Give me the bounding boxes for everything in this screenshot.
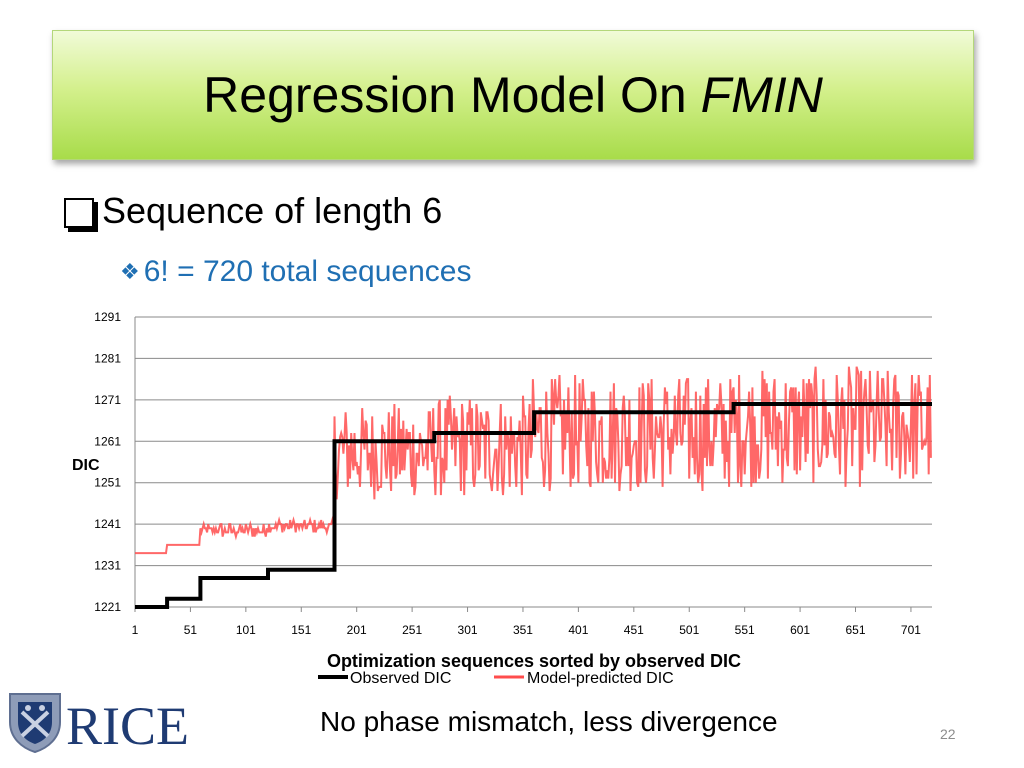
x-tick-label: 101: [236, 623, 256, 637]
series-observed-dic: [135, 402, 932, 609]
four-diamond-icon: ❖: [120, 259, 140, 284]
y-tick-label: 1221: [94, 600, 121, 614]
bullet-level-2: ❖ 6! = 720 total sequences: [120, 255, 471, 289]
x-tick-label: 1: [132, 623, 139, 637]
legend-label-observed: Observed DIC: [350, 670, 451, 687]
x-tick-label: 451: [624, 623, 644, 637]
y-tick-label: 1261: [94, 434, 121, 448]
title-banner: Regression Model On FMIN: [52, 30, 974, 160]
x-tick-label: 201: [347, 623, 367, 637]
title-prefix: Regression Model On: [203, 67, 701, 123]
page-number: 22: [940, 726, 956, 742]
x-tick-label: 501: [679, 623, 699, 637]
checkbox-square-icon: [64, 198, 94, 228]
x-tick-label: 301: [458, 623, 478, 637]
title-emphasis: FMIN: [700, 67, 823, 123]
slide-title: Regression Model On FMIN: [203, 66, 823, 124]
x-tick-label: 351: [513, 623, 533, 637]
y-tick-label: 1281: [94, 351, 121, 365]
bullet-level-1-text: Sequence of length 6: [102, 190, 443, 231]
y-tick-label: 1271: [94, 393, 121, 407]
bullet-level-2-text: 6! = 720 total sequences: [143, 255, 472, 288]
x-tick-label: 601: [790, 623, 810, 637]
logo-wordmark: RICE: [66, 696, 189, 754]
y-tick-label: 1231: [94, 559, 121, 573]
x-tick-label: 651: [845, 623, 865, 637]
y-tick-label: 1291: [94, 310, 121, 324]
y-tick-label: 1241: [94, 517, 121, 531]
footer-note: No phase mismatch, less divergence: [320, 706, 778, 737]
legend-label-model-predicted: Model-predicted DIC: [527, 670, 674, 687]
x-tick-label: 701: [901, 623, 921, 637]
y-tick-label: 1251: [94, 476, 121, 490]
x-tick-label: 251: [402, 623, 422, 637]
x-axis-label: Optimization sequences sorted by observe…: [327, 651, 741, 671]
y-axis-label: DIC: [72, 457, 100, 474]
bullet-level-1: Sequence of length 6: [64, 190, 442, 232]
rice-university-logo: RICE: [9, 693, 189, 754]
x-tick-label: 551: [735, 623, 755, 637]
x-tick-label: 151: [291, 623, 311, 637]
x-tick-label: 401: [568, 623, 588, 637]
series-model-predicted-dic: [135, 366, 932, 555]
x-tick-label: 51: [184, 623, 198, 637]
